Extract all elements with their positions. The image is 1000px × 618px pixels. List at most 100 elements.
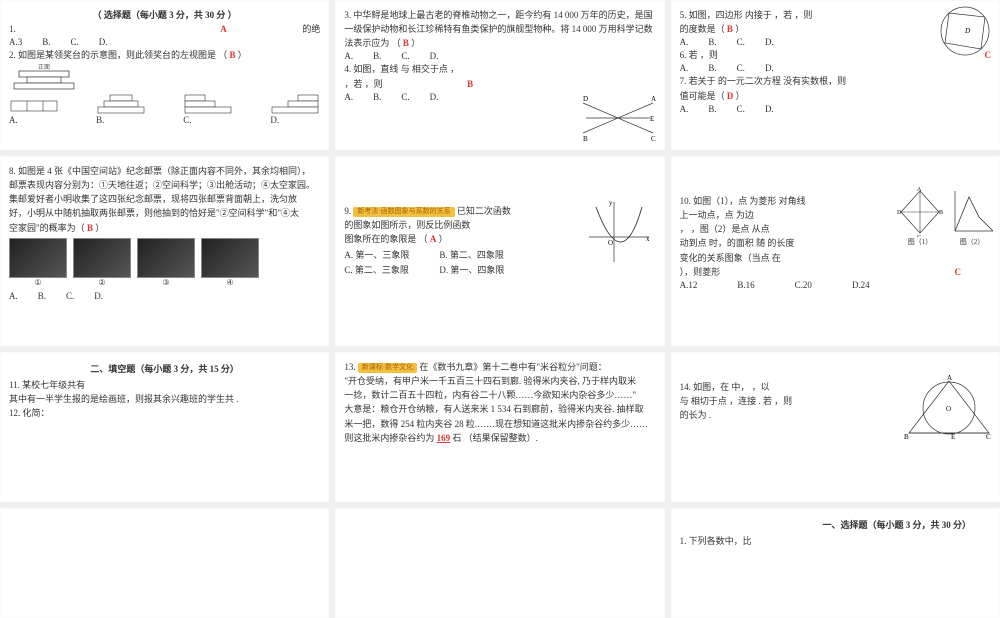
q3-line2: 一级保护动物和长江珍稀特有鱼类保护的旗舰型物种。将 14 000 万用科学记数 (344, 23, 655, 35)
q13-stem-end: 则这批米内掺杂谷约为 (344, 433, 434, 443)
q4-opt-b: B. (373, 92, 381, 102)
fig1-label: 图（1） (897, 237, 943, 247)
q5-opt-c: C. (737, 37, 745, 47)
svg-text:D: D (897, 210, 902, 216)
q5-answer: B (727, 24, 733, 34)
q4-opt-a: A. (344, 92, 353, 102)
q9-opt-c: C. 第二、三象限 (344, 264, 409, 276)
q7-stem2: 值可能是（ (680, 91, 725, 101)
q8-opt-a: A. (9, 291, 18, 301)
q3-opt-d: D. (430, 51, 439, 61)
q7-opt-d: D. (765, 104, 774, 114)
q7-line2: 值可能是（ D ） (680, 90, 991, 102)
inscribed-quad-diagram: D (935, 3, 995, 58)
q13-tail: 在《数书九章》第十二卷中有"米谷粒分"问题： (419, 362, 606, 372)
cell-r2c1: 8. 如图是 4 张《中国空间站》纪念邮票（除正面内容不同外，其余均相同）， 邮… (0, 156, 329, 346)
q8-opt-c: C. (66, 291, 74, 301)
q13-num: 13. (344, 362, 355, 372)
q10-l6: ），则菱形 C (680, 266, 991, 278)
q8-l3: 集邮爱好者小明收集了这四张纪念邮票，现将四张邮票背面朝上，洗匀放 (9, 193, 320, 205)
q7-line1: 7. 若关于 的一元二次方程 没有实数根，则 (680, 75, 991, 87)
q10-l5: 变化的关系图象（当点 在 (680, 252, 991, 264)
q1-options: A.3 B. C. D. (9, 37, 320, 47)
stamp-4: ④ (201, 238, 259, 287)
q8-answer: B (87, 223, 93, 233)
worksheet-grid: （ 选择题（每小题 3 分，共 30 分 ） 1. A 的绝 A.3 B. C.… (0, 0, 1000, 618)
q9-opt-a: A. 第一、三象限 (344, 249, 409, 261)
stamp-label-2: ② (73, 278, 131, 287)
cell-r3c3: 14. 如图，在 中， ，以 与 相切于点 ，连接 . 若 ，则 的长为 . A… (671, 352, 1000, 502)
podium-svg: 正面 (9, 63, 79, 91)
q4-stem2: ，若 ，则 (344, 79, 382, 89)
q5-close: ） (735, 24, 744, 34)
q13-l3: 一捻，数计二百五十四粒，内有谷二十八颗……今欲知米内杂谷多少……" (344, 389, 655, 401)
q1-opt-d: D. (99, 37, 108, 47)
fig2-label: 图（2） (949, 237, 995, 247)
q13-header: 13. 新课标·数学文化 在《数书九章》第十二卷中有"米谷粒分"问题： (344, 361, 655, 373)
q3-options: A. B. C. D. (344, 51, 655, 61)
stamp-1: ① (9, 238, 67, 287)
q10-answer: C (955, 266, 962, 278)
q9-opt-b: B. 第二、四象限 (439, 249, 504, 261)
svg-text:A: A (651, 95, 656, 103)
section-header: （ 选择题（每小题 3 分，共 30 分 ） (9, 9, 320, 21)
q5-stem2: 的度数是（ (680, 24, 725, 34)
q11-l1: 11. 某校七年级共有 (9, 379, 320, 391)
q1-answer: A (220, 24, 227, 34)
q3-opt-a: A. (344, 51, 353, 61)
q3-opt-b: B. (373, 51, 381, 61)
q8-l2: 邮票表现内容分别为：①天地往返；②空间科学；③出舱活动；④太空家园。 (9, 179, 320, 191)
q6-options: A. B. C. D. (680, 63, 991, 73)
podium-diagram: 正面 (9, 63, 320, 91)
stamp-label-4: ④ (201, 278, 259, 287)
q3-line3: 法表示应为 （ B ） (344, 37, 655, 49)
stamp-label-1: ① (9, 278, 67, 287)
q7-opt-a: A. (680, 104, 689, 114)
svg-text:O: O (608, 239, 613, 247)
q13-l6: 则这批米内掺杂谷约为 169 石 （结果保留整数）. (344, 432, 655, 444)
q6-stem: 6. 若 ，则 (680, 50, 718, 60)
q11-l2: 其中有一半学生报的是绘画班，则报其余兴趣班的学生共 . (9, 393, 320, 405)
q1-tail: 的绝 (302, 23, 320, 35)
cell-r1c2: 3. 中华鲟是地球上最古老的脊椎动物之一，距今约有 14 000 万年的历史，是… (335, 0, 664, 150)
q2-text: 2. 如图是某领奖台的示意图，则此领奖台的左视图是 （ B ） (9, 49, 320, 61)
q13-l5: 米一把，数得 254 粒内夹谷 28 粒.……现在想知道这批米内掺杂谷约多少…… (344, 418, 655, 430)
stamp-2: ② (73, 238, 131, 287)
fig1-group: AB CD 图（1） (897, 187, 943, 247)
q9-close: ） (439, 234, 448, 244)
cell-r3c2: 13. 新课标·数学文化 在《数书九章》第十二卷中有"米谷粒分"问题： "开仓受… (335, 352, 664, 502)
q7-close: ） (736, 91, 745, 101)
q10-opt-d: D.24 (852, 280, 870, 290)
stamp-label-3: ③ (137, 278, 195, 287)
q3-stem-end: 法表示应为 （ (344, 38, 400, 48)
q2-opt-c-group: C. (183, 93, 233, 125)
svg-text:x: x (646, 235, 650, 243)
intersecting-lines-diagram: D A B C E (578, 93, 658, 143)
cell-r2c2: 9. 新考法·函数图象与系数的关系 已知二次函数 的图象如图所示，则反比例函数 … (335, 156, 664, 346)
q5-opt-d: D. (765, 37, 774, 47)
q4-opt-c: C. (401, 92, 409, 102)
svg-text:B: B (904, 433, 909, 441)
q9-answer: A (430, 234, 437, 244)
q5-opt-a: A. (680, 37, 689, 47)
cell-r1c1: （ 选择题（每小题 3 分，共 30 分 ） 1. A 的绝 A.3 B. C.… (0, 0, 329, 150)
q1-line: 1. A 的绝 (9, 23, 320, 35)
cell-r1c3: 5. 如图，四边形 内接于 ，若 ，则 的度数是（ B ） A. B. C. D… (671, 0, 1000, 150)
cell-r4c2 (335, 508, 664, 618)
q10-stem-end: ），则菱形 (680, 267, 721, 277)
svg-text:B: B (583, 135, 588, 143)
q8-opt-b: B. (38, 291, 46, 301)
q7-opt-b: B. (708, 104, 716, 114)
q10-figures: AB CD 图（1） 图（2） (897, 187, 995, 247)
svg-text:A: A (947, 374, 952, 382)
q8-l4: 好，小明从中随机抽取两张邮票，则他抽到的恰好是"②空间科学"和"④太 (9, 207, 320, 219)
svg-text:A: A (917, 187, 922, 193)
q13-answer: 169 (437, 433, 451, 443)
q2-label-a: A. (9, 115, 59, 125)
q2-stem: 2. 如图是某领奖台的示意图，则此领奖台的左视图是 （ (9, 50, 227, 60)
next-q1: 1. 下列各数中，比 (680, 535, 991, 547)
svg-text:E: E (951, 433, 955, 441)
q9-num: 9. (344, 206, 351, 216)
q4-opt-d: D. (430, 92, 439, 102)
svg-text:D: D (583, 95, 588, 103)
